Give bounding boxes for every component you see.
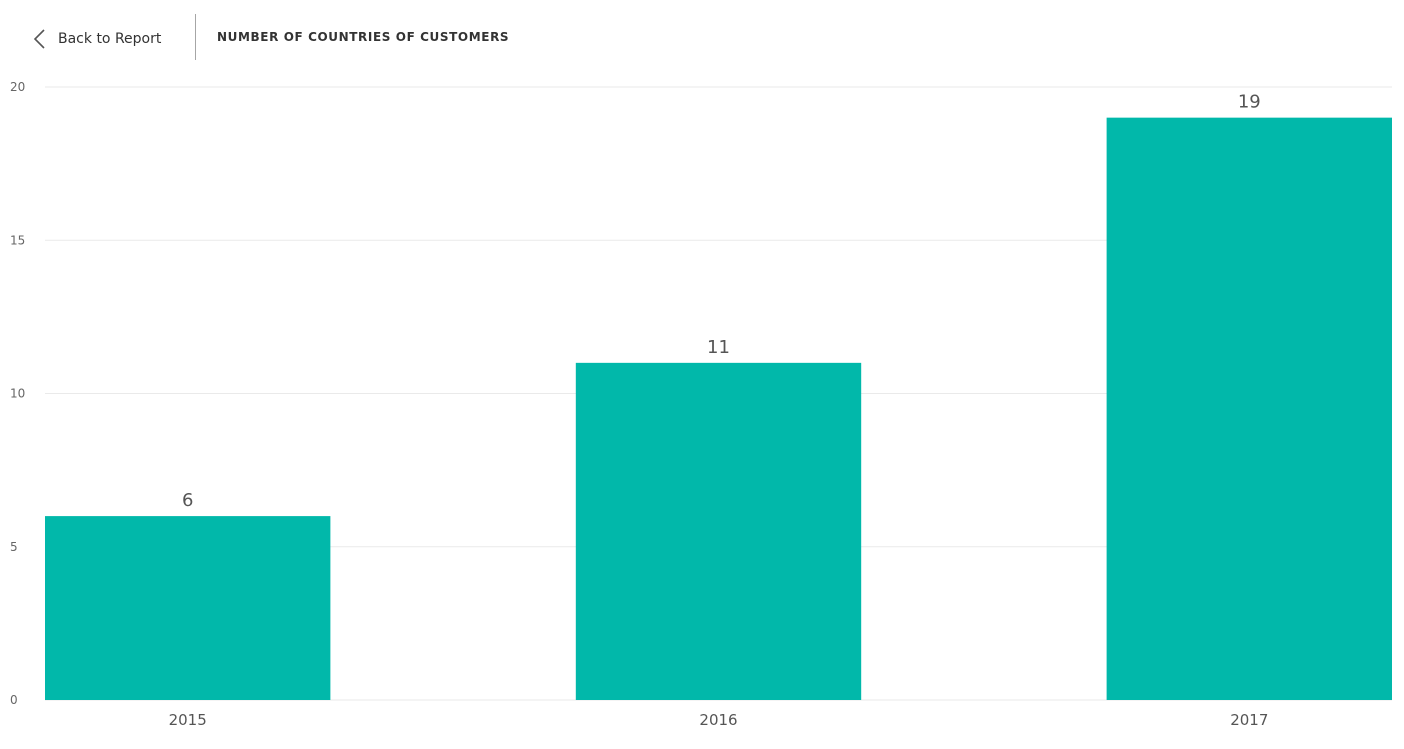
header-divider xyxy=(195,14,196,60)
bar-2015[interactable] xyxy=(45,516,331,700)
y-tick-label: 5 xyxy=(10,540,18,554)
back-to-report-button[interactable]: Back to Report xyxy=(30,22,161,56)
data-label: 19 xyxy=(1238,92,1261,113)
y-tick-label: 20 xyxy=(10,80,25,94)
x-tick-label: 2017 xyxy=(1230,711,1268,729)
x-tick-label: 2015 xyxy=(169,711,207,729)
chevron-left-icon xyxy=(30,27,48,51)
chart-container: 0 5 10 15 20 6 2015 11 2016 19 2017 xyxy=(0,70,1404,745)
data-label: 6 xyxy=(182,490,193,511)
data-label: 11 xyxy=(707,337,730,358)
y-tick-label: 0 xyxy=(10,693,18,707)
header: Back to Report NUMBER OF COUNTRIES OF CU… xyxy=(0,0,1404,70)
back-to-report-label: Back to Report xyxy=(58,31,162,47)
bar-2016[interactable] xyxy=(575,362,862,700)
bar-2017[interactable] xyxy=(1106,117,1392,700)
y-tick-label: 10 xyxy=(10,387,25,401)
bar-chart: 0 5 10 15 20 6 2015 11 2016 19 2017 xyxy=(10,80,1392,729)
page-title: NUMBER OF COUNTRIES OF CUSTOMERS xyxy=(217,30,510,44)
y-tick-label: 15 xyxy=(10,233,25,247)
x-tick-label: 2016 xyxy=(699,711,737,729)
